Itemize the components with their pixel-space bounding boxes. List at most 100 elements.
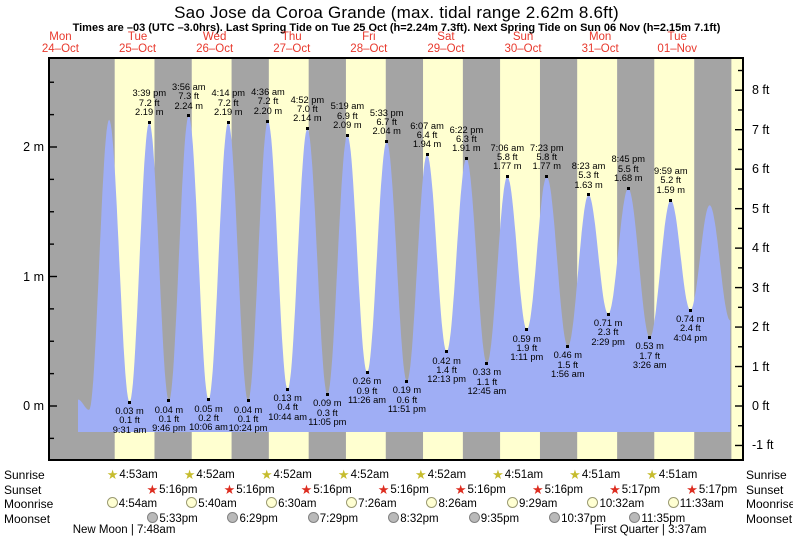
tide-annotation-line: 2.20 m <box>253 105 283 116</box>
moonset-circle <box>227 511 239 523</box>
sunrise-event: ★4:51am <box>569 468 620 482</box>
tide-annotation-line: 9:46 pm <box>152 423 186 434</box>
tide-annotation-line: 1:11 pm <box>510 352 544 363</box>
tide-annotation-line: 7.3 ft <box>178 91 200 102</box>
tide-annotation-line: 0.09 m <box>313 398 342 409</box>
astro-row-label-right-moonrise: Moonrise <box>746 497 793 511</box>
tide-annotation-line: 0.9 ft <box>356 385 378 396</box>
tide-annotation-line: 1.77 m <box>532 161 561 172</box>
moonrise-circle <box>667 497 679 508</box>
right-axis-tick-label: 1 ft <box>752 359 770 374</box>
tide-annotation-line: 7.2 ft <box>257 96 279 107</box>
astro-row-label-right-moonset: Moonset <box>746 511 793 526</box>
tide-point-dot <box>648 335 652 339</box>
astro-event-time: 10:37pm <box>561 512 606 525</box>
low-tide-annotation: 0.46 m 1.5 ft 1:56 am <box>536 351 600 379</box>
tide-annotation-line: 6.7 ft <box>376 117 398 128</box>
moonset-circle <box>307 511 319 523</box>
astro-event-time: 10:32am <box>599 498 645 510</box>
sunrise-event: ★4:52am <box>415 468 466 482</box>
tide-annotation-line: 11:51 pm <box>387 403 426 414</box>
day-label: Sun 30–Oct <box>488 31 558 55</box>
moonrise-event: 5:40am <box>186 497 237 511</box>
tide-annotation-line: 1.77 m <box>493 161 522 172</box>
day-name: Mon <box>49 31 72 43</box>
moonrise-event: 4:54am <box>106 497 158 511</box>
sunset-event: ★5:16pm <box>301 483 352 497</box>
astro-event-time: 4:52am <box>350 469 389 481</box>
high-tide-annotation: 5:33 pm 6.7 ft 2.04 m <box>355 107 419 137</box>
tide-point-dot <box>128 400 132 404</box>
tide-point-dot <box>445 350 449 354</box>
astro-event-time: 6:30am <box>278 498 317 510</box>
day-date: 27–Oct <box>273 43 311 55</box>
tide-annotation-line: 2.09 m <box>333 119 362 130</box>
sunset-event: ★5:16pm <box>455 483 506 497</box>
tide-annotation-line: 4:04 pm <box>673 332 708 343</box>
moonrise-event: 11:33am <box>667 497 724 511</box>
astro-event-time: 4:53am <box>119 469 158 481</box>
sunset-event: ★5:16pm <box>224 483 275 497</box>
astro-event-time: 4:54am <box>118 498 158 510</box>
astro-event-time: 5:16pm <box>236 483 275 496</box>
sunset-star: ★ <box>686 481 698 497</box>
astro-row-label-left-sunrise: Sunrise <box>4 468 45 482</box>
sunrise-event: ★4:51am <box>646 468 697 482</box>
tide-point-dot <box>545 175 549 179</box>
tide-annotation-line: 1.4 ft <box>436 364 457 375</box>
sunset-event: ★5:16pm <box>532 483 583 497</box>
tide-annotation-line: 12:13 pm <box>427 374 467 385</box>
astro-event-time: 5:16pm <box>313 483 352 496</box>
tide-point-dot <box>688 308 692 312</box>
sunset-star: ★ <box>454 481 467 497</box>
moonrise-circle <box>587 497 599 508</box>
plot-border <box>48 57 744 461</box>
chart-subtitle: Times are –03 (UTC –3.0hrs). Last Spring… <box>72 22 721 34</box>
tide-annotation-line: 0.26 m <box>352 376 382 387</box>
tide-annotation-line: 1.94 m <box>412 139 442 150</box>
sunrise-star: ★ <box>183 467 196 482</box>
sunrise-event: ★4:52am <box>261 468 312 482</box>
astro-event-time: 5:16pm <box>159 483 198 496</box>
tide-annotation-line: 8:45 pm <box>611 154 646 165</box>
astro-row-label-left-moonset: Moonset <box>4 511 51 526</box>
moonset-event: 7:29pm <box>307 511 358 526</box>
tide-annotation-line: 0.13 m <box>273 393 302 404</box>
day-date: 31–Oct <box>581 43 619 55</box>
tide-point-dot <box>566 344 570 348</box>
tide-annotation-line: 7:06 am <box>490 142 525 153</box>
day-name: Wed <box>202 31 227 43</box>
astro-event-time: 4:51am <box>581 469 621 481</box>
left-axis-tick-label: 2 m <box>23 140 44 154</box>
tide-annotation-line: 7:23 pm <box>529 142 564 153</box>
page-title: Sao Jose da Coroa Grande (max. tidal ran… <box>174 3 619 22</box>
high-tide-annotation: 4:36 am 7.2 ft 2.20 m <box>236 87 300 116</box>
day-label: Mon 24–Oct <box>25 31 95 55</box>
tide-annotation-line: 2.14 m <box>293 113 322 124</box>
low-tide-annotation: 0.05 m 0.2 ft 10:06 am <box>177 404 241 433</box>
sunset-event: ★5:16pm <box>146 483 197 497</box>
tide-annotation-line: 4:52 pm <box>290 94 325 105</box>
astro-event-time: 5:16pm <box>544 483 583 496</box>
right-axis-tick-label: 8 ft <box>752 83 770 98</box>
low-tide-annotation: 0.19 m 0.6 ft 11:51 pm <box>375 386 439 414</box>
astro-event-time: 9:35pm <box>480 512 520 525</box>
astro-event-time: 9:29am <box>518 498 558 510</box>
tide-point-dot <box>385 140 389 144</box>
day-label: Tue 25–Oct <box>103 31 173 55</box>
tide-annotation-line: 0.6 ft <box>396 394 418 405</box>
astro-event-time: 6:29pm <box>239 512 278 525</box>
astro-event-time: 5:16pm <box>467 483 506 496</box>
day-date: 29–Oct <box>427 43 465 55</box>
moonrise-event: 7:26am <box>346 497 397 511</box>
tide-annotation-line: 1.68 m <box>614 173 643 184</box>
moonset-circle <box>468 511 480 523</box>
sunrise-event: ★4:52am <box>338 468 389 482</box>
moonset-circle <box>629 511 641 523</box>
tide-annotation-line: 6.4 ft <box>416 130 438 141</box>
tide-annotation-line: 2.3 ft <box>597 327 619 338</box>
tide-annotation-line: 8:23 am <box>571 160 606 171</box>
tide-annotation-line: 5:33 pm <box>369 107 404 118</box>
day-label: Sat 29–Oct <box>411 31 481 55</box>
